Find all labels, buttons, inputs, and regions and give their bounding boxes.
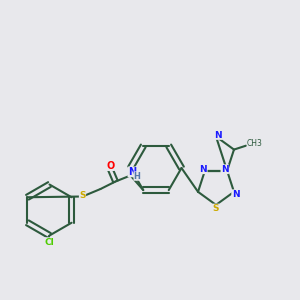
Text: O: O [106, 160, 115, 171]
Text: N: N [200, 165, 207, 174]
Text: CH3: CH3 [247, 139, 263, 148]
Text: Cl: Cl [45, 238, 54, 247]
Text: N: N [232, 190, 239, 199]
Text: N: N [221, 165, 229, 174]
Text: H: H [134, 172, 140, 181]
Text: N: N [214, 130, 222, 140]
Text: N: N [128, 167, 136, 177]
Text: S: S [79, 190, 86, 200]
Text: S: S [213, 204, 219, 213]
